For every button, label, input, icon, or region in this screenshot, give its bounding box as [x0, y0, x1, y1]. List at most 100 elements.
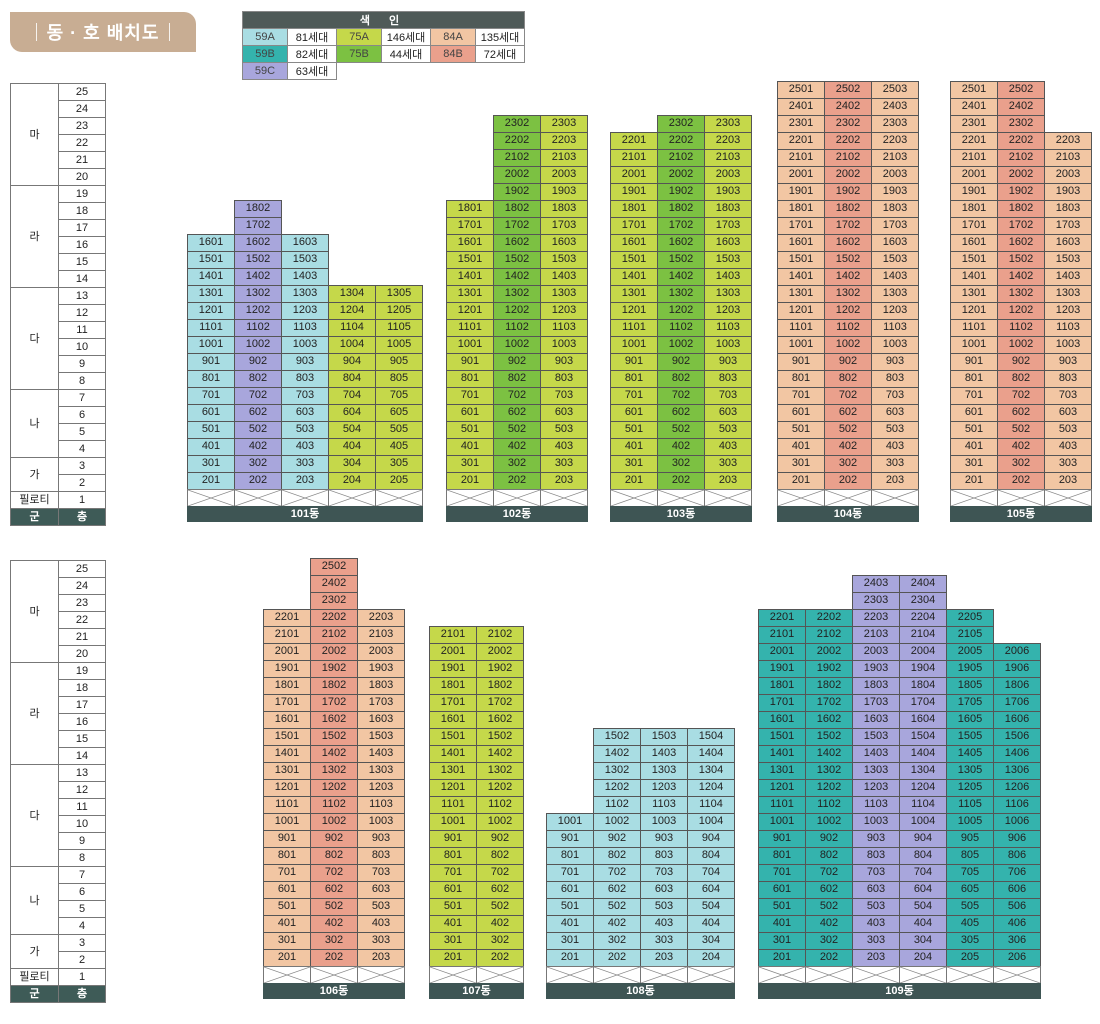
unit-102-401: 401 [446, 438, 494, 456]
unit-102-1203: 1203 [540, 302, 588, 320]
unit-103-301: 301 [610, 455, 658, 473]
floor-number: 23 [58, 117, 106, 135]
unit-102-1603: 1603 [540, 234, 588, 252]
unit-102-1402: 1402 [493, 268, 541, 286]
floor-group-label: 가 [10, 934, 59, 969]
unit-109-904: 904 [899, 830, 947, 848]
floor-number: 13 [58, 764, 106, 782]
unit-109-1405: 1405 [946, 745, 994, 763]
unit-108-1303: 1303 [640, 762, 688, 780]
unit-104-1401: 1401 [777, 268, 825, 286]
unit-102-2002: 2002 [493, 166, 541, 184]
floor-number: 17 [58, 696, 106, 714]
legend-count-75a: 146세대 [381, 28, 431, 46]
unit-101-1302: 1302 [234, 285, 282, 303]
unit-101-1304: 1304 [328, 285, 376, 303]
unit-105-2401: 2401 [950, 98, 998, 116]
unit-103-1402: 1402 [657, 268, 705, 286]
unit-107-501: 501 [429, 898, 477, 916]
unit-105-1603: 1603 [1044, 234, 1092, 252]
unit-101-905: 905 [375, 353, 423, 371]
piloti-cell [546, 966, 594, 984]
unit-105-1002: 1002 [997, 336, 1045, 354]
floor-number: 16 [58, 713, 106, 731]
unit-106-303: 303 [357, 932, 405, 950]
floor-number: 4 [58, 917, 106, 935]
unit-101-502: 502 [234, 421, 282, 439]
unit-104-303: 303 [871, 455, 919, 473]
unit-106-1701: 1701 [263, 694, 311, 712]
unit-109-1202: 1202 [805, 779, 853, 797]
floor-number: 22 [58, 611, 106, 629]
unit-109-1004: 1004 [899, 813, 947, 831]
legend-type-75b: 75B [336, 45, 382, 63]
unit-106-2502: 2502 [310, 558, 358, 576]
unit-105-803: 803 [1044, 370, 1092, 388]
floor-number: 25 [58, 560, 106, 578]
unit-109-1104: 1104 [899, 796, 947, 814]
unit-107-2002: 2002 [476, 643, 524, 661]
unit-109-1303: 1303 [852, 762, 900, 780]
unit-107-1202: 1202 [476, 779, 524, 797]
unit-103-2201: 2201 [610, 132, 658, 150]
unit-107-601: 601 [429, 881, 477, 899]
piloti-cell [1044, 489, 1092, 507]
unit-102-1501: 1501 [446, 251, 494, 269]
unit-104-2501: 2501 [777, 81, 825, 99]
piloti-cell [777, 489, 825, 507]
unit-109-1803: 1803 [852, 677, 900, 695]
unit-101-604: 604 [328, 404, 376, 422]
floor-index-table-bottom: 마 25 24 23 22 21 20 라 19 18 17 16 15 14 다 13 12 11 10 9 8 나 7 6… [10, 560, 106, 1003]
unit-101-1201: 1201 [187, 302, 235, 320]
unit-102-801: 801 [446, 370, 494, 388]
legend-type-59a: 59A [242, 28, 288, 46]
unit-101-704: 704 [328, 387, 376, 405]
group-header: 군 [10, 985, 59, 1003]
unit-103-2202: 2202 [657, 132, 705, 150]
unit-107-1001: 1001 [429, 813, 477, 831]
unit-106-1301: 1301 [263, 762, 311, 780]
unit-109-1302: 1302 [805, 762, 853, 780]
unit-105-1901: 1901 [950, 183, 998, 201]
unit-107-2101: 2101 [429, 626, 477, 644]
unit-108-702: 702 [593, 864, 641, 882]
piloti-cell [871, 489, 919, 507]
unit-102-1003: 1003 [540, 336, 588, 354]
unit-102-1903: 1903 [540, 183, 588, 201]
unit-108-1001: 1001 [546, 813, 594, 831]
unit-104-1002: 1002 [824, 336, 872, 354]
unit-108-501: 501 [546, 898, 594, 916]
unit-105-1303: 1303 [1044, 285, 1092, 303]
unit-106-1902: 1902 [310, 660, 358, 678]
legend-count-84a: 135세대 [475, 28, 525, 46]
unit-106-501: 501 [263, 898, 311, 916]
unit-103-503: 503 [704, 421, 752, 439]
unit-109-1003: 1003 [852, 813, 900, 831]
unit-109-2205: 2205 [946, 609, 994, 627]
unit-101-205: 205 [375, 472, 423, 490]
unit-109-704: 704 [899, 864, 947, 882]
unit-105-1701: 1701 [950, 217, 998, 235]
unit-105-801: 801 [950, 370, 998, 388]
piloti-label: 필로티 [10, 968, 59, 986]
unit-109-902: 902 [805, 830, 853, 848]
unit-109-2304: 2304 [899, 592, 947, 610]
floor-number: 1 [58, 491, 106, 509]
page-title-text: 동 · 호 배치도 [46, 23, 160, 43]
unit-102-1602: 1602 [493, 234, 541, 252]
floor-number: 12 [58, 781, 106, 799]
unit-109-1005: 1005 [946, 813, 994, 831]
unit-101-1501: 1501 [187, 251, 235, 269]
unit-102-502: 502 [493, 421, 541, 439]
unit-109-1006: 1006 [993, 813, 1041, 831]
unit-109-1902: 1902 [805, 660, 853, 678]
unit-108-1102: 1102 [593, 796, 641, 814]
unit-108-404: 404 [687, 915, 735, 933]
unit-101-1101: 1101 [187, 319, 235, 337]
floor-number: 24 [58, 100, 106, 118]
floor-number: 18 [58, 202, 106, 220]
unit-104-403: 403 [871, 438, 919, 456]
unit-105-701: 701 [950, 387, 998, 405]
unit-109-1805: 1805 [946, 677, 994, 695]
unit-101-504: 504 [328, 421, 376, 439]
